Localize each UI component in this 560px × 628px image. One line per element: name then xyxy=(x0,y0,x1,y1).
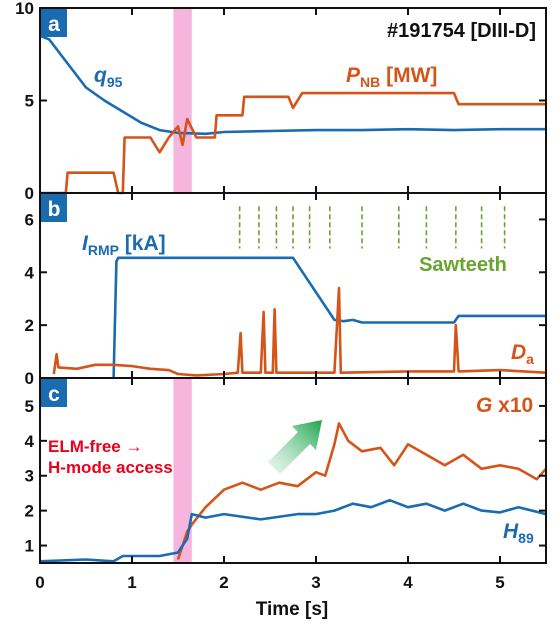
series-label-g: G x10 xyxy=(476,394,533,417)
y-tick-label-c-4: 5 xyxy=(25,397,34,416)
x-axis-title: Time [s] xyxy=(256,599,329,620)
panel-letter-b: b xyxy=(48,198,61,221)
panel-frame-c xyxy=(39,377,547,564)
series-label-q95: q95 xyxy=(94,64,123,90)
series-label-irmp: IRMP [kA] xyxy=(82,232,166,258)
y-tick-label-a-2: 10 xyxy=(15,0,34,18)
highlight-band-layer xyxy=(173,8,192,563)
elm-free-annotation-line1: ELM-free → xyxy=(48,437,142,456)
y-tick-label-a-0: 0 xyxy=(25,184,34,203)
trend-arrow xyxy=(268,420,322,474)
highlight-band-c xyxy=(173,378,192,563)
y-tick-label-b-3: 6 xyxy=(25,210,34,229)
x-tick-label-4: 4 xyxy=(403,573,413,592)
x-tick-label-2: 2 xyxy=(219,573,228,592)
highlight-band-a xyxy=(173,8,192,193)
y-tick-label-c-2: 3 xyxy=(25,467,34,486)
y-tick-label-b-1: 2 xyxy=(25,316,34,335)
panel-letter-a: a xyxy=(48,13,60,36)
panel-badge-c xyxy=(41,379,67,407)
panel-badge-b xyxy=(41,194,67,222)
plot-layer xyxy=(39,34,547,563)
series-line-b-da xyxy=(52,286,547,377)
y-tick-label-b-2: 4 xyxy=(25,263,35,282)
y-tick-label-a-1: 5 xyxy=(25,92,34,111)
series-label-h89: H89 xyxy=(503,520,534,546)
sawteeth-label: Sawteeth xyxy=(419,254,507,276)
x-tick-label-5: 5 xyxy=(495,573,504,592)
y-tick-label-b-0: 0 xyxy=(25,369,34,388)
series-line-c-g xyxy=(176,422,547,560)
shot-label: #191754 [DIII-D] xyxy=(387,20,536,42)
y-tick-label-c-3: 4 xyxy=(25,432,35,451)
series-line-c-h89 xyxy=(39,498,547,563)
elm-free-annotation-line2: H-mode access xyxy=(48,458,173,477)
panel-badge-a xyxy=(41,9,67,37)
y-tick-label-c-0: 1 xyxy=(25,537,34,556)
series-line-a-pnb xyxy=(40,91,546,195)
x-tick-label-1: 1 xyxy=(127,573,136,592)
series-label-da: Da xyxy=(511,341,534,367)
series-line-a-q95 xyxy=(39,34,546,136)
panel-letter-c: c xyxy=(48,383,60,406)
labels-layer: #191754 [DIII-D] Time [s] Sawteeth ELM-f… xyxy=(15,0,536,620)
x-tick-label-3: 3 xyxy=(311,573,320,592)
series-line-b-irmp xyxy=(112,256,546,379)
x-tick-label-0: 0 xyxy=(35,573,44,592)
y-tick-label-c-1: 2 xyxy=(25,502,34,521)
frames-layer xyxy=(39,7,547,564)
series-label-pnb: PNB [MW] xyxy=(346,64,437,90)
